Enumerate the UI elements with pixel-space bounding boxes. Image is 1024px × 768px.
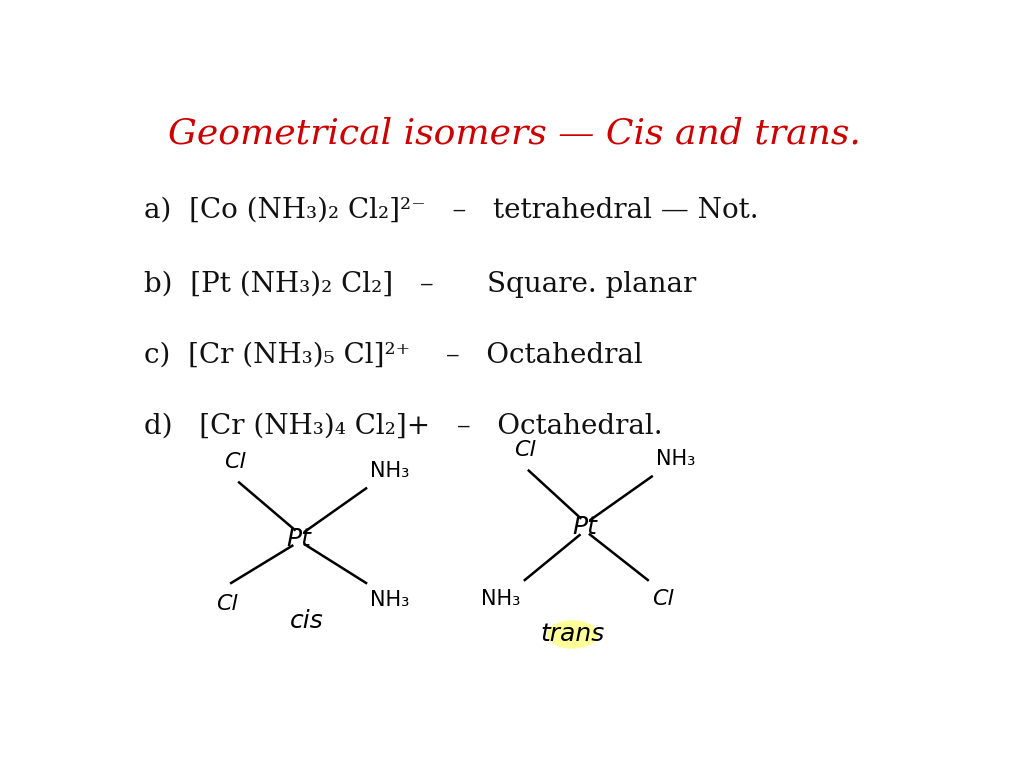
Text: Cl: Cl <box>651 590 674 610</box>
Text: b)  [Pt (NH₃)₂ Cl₂]   –      Square. planar: b) [Pt (NH₃)₂ Cl₂] – Square. planar <box>143 270 696 298</box>
Text: a)  [Co (NH₃)₂ Cl₂]²⁻   –   tetrahedral — Not.: a) [Co (NH₃)₂ Cl₂]²⁻ – tetrahedral — Not… <box>143 197 759 224</box>
Text: c)  [Cr (NH₃)₅ Cl]²⁺    –   Octahedral: c) [Cr (NH₃)₅ Cl]²⁺ – Octahedral <box>143 342 643 369</box>
Ellipse shape <box>547 621 598 649</box>
Text: Cl: Cl <box>224 452 246 472</box>
Text: Pt: Pt <box>286 527 311 551</box>
Text: NH₃: NH₃ <box>655 449 695 469</box>
Text: d)   [Cr (NH₃)₄ Cl₂]+   –   Octahedral.: d) [Cr (NH₃)₄ Cl₂]+ – Octahedral. <box>143 412 663 440</box>
Text: Cl: Cl <box>216 594 238 614</box>
Text: NH₃: NH₃ <box>370 590 410 610</box>
Text: NH₃: NH₃ <box>370 462 410 482</box>
Text: Geometrical isomers — Cis and trans.: Geometrical isomers — Cis and trans. <box>168 117 860 151</box>
Text: cis: cis <box>290 610 324 634</box>
Text: Cl: Cl <box>514 440 536 460</box>
Text: trans: trans <box>541 622 604 647</box>
Text: Pt: Pt <box>571 515 597 539</box>
Text: NH₃: NH₃ <box>481 590 521 610</box>
